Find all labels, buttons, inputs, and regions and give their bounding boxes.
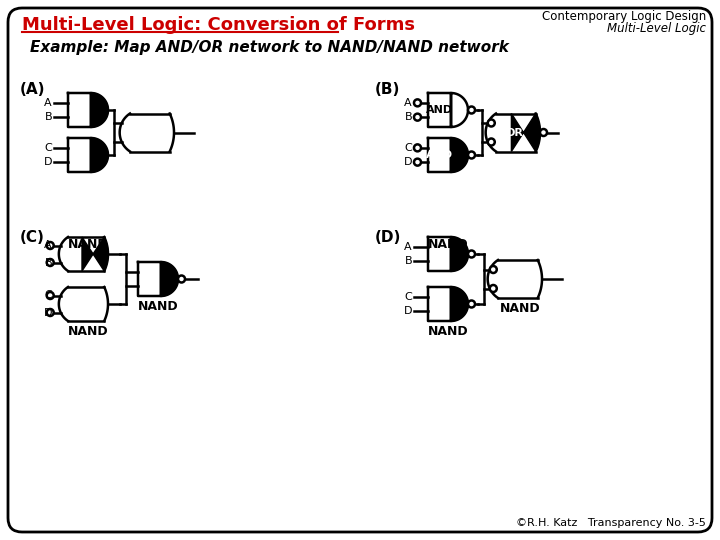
Text: (B): (B) bbox=[375, 82, 400, 97]
Text: Contemporary Logic Design: Contemporary Logic Design bbox=[541, 10, 706, 23]
Polygon shape bbox=[82, 237, 108, 271]
Text: NAND: NAND bbox=[68, 325, 108, 338]
Text: Multi-Level Logic: Multi-Level Logic bbox=[607, 22, 706, 35]
Polygon shape bbox=[91, 93, 108, 127]
Text: C: C bbox=[404, 143, 412, 153]
Circle shape bbox=[178, 275, 185, 282]
Text: AND: AND bbox=[426, 105, 453, 115]
Circle shape bbox=[47, 259, 54, 266]
Text: A: A bbox=[405, 98, 412, 108]
Text: A: A bbox=[45, 240, 52, 251]
Circle shape bbox=[414, 144, 421, 151]
Polygon shape bbox=[451, 237, 468, 271]
Text: A: A bbox=[405, 242, 412, 252]
Text: Multi-Level Logic: Conversion of Forms: Multi-Level Logic: Conversion of Forms bbox=[22, 16, 415, 34]
Text: AND: AND bbox=[426, 150, 453, 160]
Polygon shape bbox=[161, 262, 178, 296]
Text: Example: Map AND/OR network to NAND/NAND network: Example: Map AND/OR network to NAND/NAND… bbox=[30, 40, 509, 55]
Text: D: D bbox=[43, 307, 52, 318]
Circle shape bbox=[490, 285, 497, 292]
Circle shape bbox=[414, 113, 421, 120]
Polygon shape bbox=[451, 138, 468, 172]
Text: (D): (D) bbox=[375, 230, 401, 245]
Text: B: B bbox=[45, 112, 52, 122]
Circle shape bbox=[468, 251, 475, 258]
Text: NAND: NAND bbox=[138, 300, 179, 313]
Polygon shape bbox=[91, 138, 108, 172]
Text: (A): (A) bbox=[20, 82, 45, 97]
Text: NAND: NAND bbox=[500, 302, 540, 315]
Circle shape bbox=[540, 129, 547, 136]
Polygon shape bbox=[511, 113, 540, 152]
Polygon shape bbox=[451, 287, 468, 321]
Circle shape bbox=[487, 119, 495, 126]
Text: C: C bbox=[44, 143, 52, 153]
Circle shape bbox=[414, 159, 421, 166]
Circle shape bbox=[468, 152, 475, 159]
Text: NAND: NAND bbox=[428, 325, 468, 338]
Text: (C): (C) bbox=[20, 230, 45, 245]
Text: C: C bbox=[404, 292, 412, 302]
FancyBboxPatch shape bbox=[8, 8, 712, 532]
Text: ©R.H. Katz   Transparency No. 3-5: ©R.H. Katz Transparency No. 3-5 bbox=[516, 518, 706, 528]
Circle shape bbox=[468, 300, 475, 307]
Text: NAND: NAND bbox=[428, 238, 468, 251]
Text: B: B bbox=[405, 256, 412, 266]
Circle shape bbox=[47, 309, 54, 316]
Text: D: D bbox=[43, 157, 52, 167]
Circle shape bbox=[414, 99, 421, 106]
Text: B: B bbox=[45, 258, 52, 267]
Circle shape bbox=[47, 292, 54, 299]
Circle shape bbox=[468, 106, 475, 113]
Text: OR: OR bbox=[505, 127, 523, 138]
Text: C: C bbox=[44, 291, 52, 300]
Text: NAND: NAND bbox=[68, 238, 108, 251]
Circle shape bbox=[490, 266, 497, 273]
Circle shape bbox=[487, 138, 495, 145]
Text: B: B bbox=[405, 112, 412, 122]
Text: A: A bbox=[45, 98, 52, 108]
Text: D: D bbox=[403, 157, 412, 167]
Text: D: D bbox=[403, 306, 412, 316]
Circle shape bbox=[47, 242, 54, 249]
